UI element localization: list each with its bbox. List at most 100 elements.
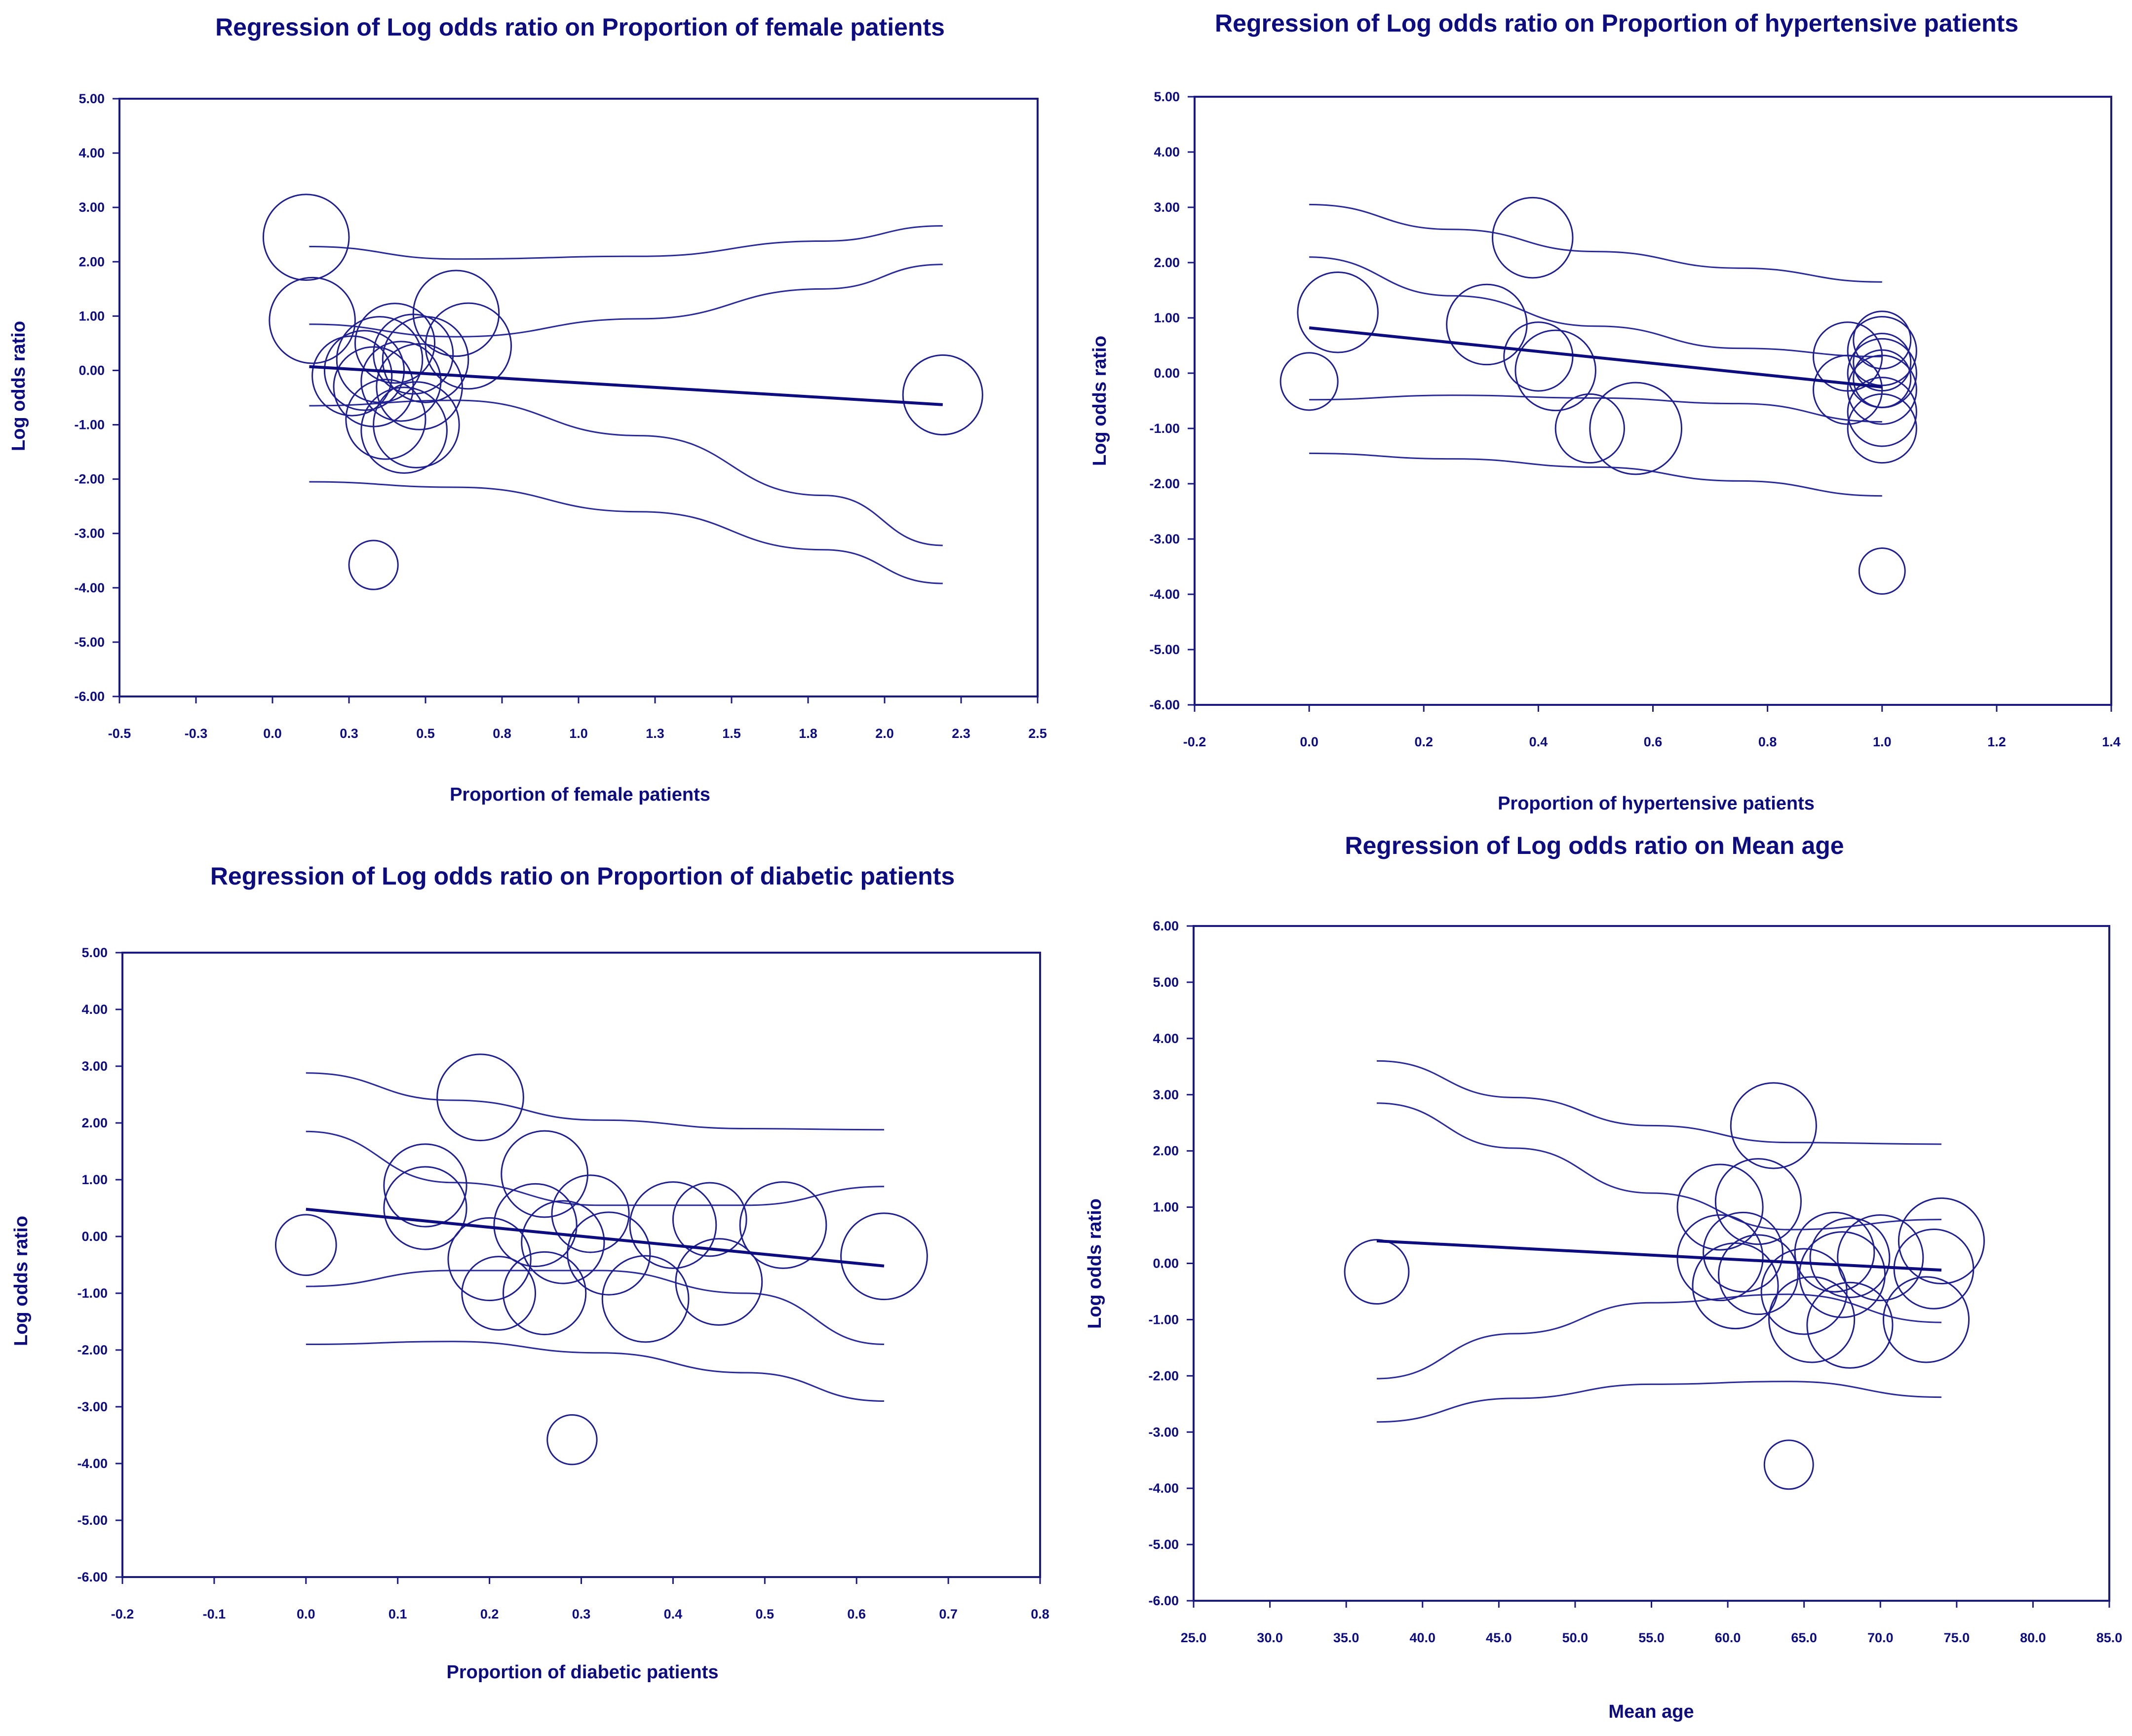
- study-bubble: [1714, 1158, 1802, 1245]
- confidence-band-3: [306, 1270, 884, 1345]
- study-bubble: [1676, 1163, 1764, 1251]
- x-tick-label: 65.0: [1791, 1630, 1817, 1645]
- y-tick-label: 1.00: [1154, 310, 1180, 325]
- study-bubble: [1297, 271, 1379, 353]
- confidence-band-2: [1309, 256, 1882, 357]
- y-tick-label: 4.00: [81, 1002, 108, 1017]
- study-bubble: [1344, 1239, 1410, 1305]
- y-tick-label: 5.00: [81, 945, 108, 960]
- y-tick-label: -5.00: [1148, 1537, 1179, 1552]
- x-tick-label: 1.8: [799, 726, 817, 741]
- study-bubble: [1882, 1276, 1970, 1363]
- study-bubble: [1847, 354, 1917, 425]
- study-bubble: [546, 1414, 598, 1466]
- y-tick-label: -3.00: [1148, 1425, 1179, 1439]
- confidence-band-1: [309, 225, 943, 260]
- study-bubble: [1847, 316, 1917, 386]
- y-tick-label: 1.00: [1153, 1200, 1179, 1215]
- y-tick-label: -3.00: [1149, 532, 1180, 546]
- study-bubble: [1847, 377, 1917, 447]
- x-tick-label: 0.0: [263, 726, 282, 741]
- y-tick-label: -4.00: [1148, 1481, 1179, 1496]
- study-bubble: [376, 343, 463, 430]
- study-bubble: [601, 1255, 690, 1343]
- y-tick-label: -1.00: [1149, 421, 1180, 436]
- x-tick-label: -0.5: [108, 726, 131, 741]
- plot-frame: [1194, 96, 2112, 706]
- panel-female: Regression of Log odds ratio on Proporti…: [8, 13, 945, 805]
- x-tick-label: 60.0: [1715, 1630, 1741, 1645]
- study-bubble: [412, 270, 500, 357]
- regression-line: [1376, 1239, 1942, 1272]
- x-tick-label: 1.4: [2102, 734, 2121, 749]
- x-tick-label: 25.0: [1181, 1630, 1207, 1645]
- y-tick-label: 4.00: [1153, 1031, 1179, 1046]
- study-bubble: [383, 1166, 467, 1250]
- study-bubble: [567, 1211, 651, 1296]
- study-bubble: [1514, 329, 1596, 412]
- regression-line: [306, 1207, 885, 1268]
- y-tick-label: -1.00: [1148, 1312, 1179, 1327]
- y-axis-label: Log odds ratio: [8, 321, 29, 451]
- x-tick-label: 0.3: [572, 1607, 591, 1621]
- study-bubble: [360, 341, 442, 422]
- x-tick-label: 1.2: [1987, 734, 2006, 749]
- study-bubble: [1853, 310, 1912, 370]
- chart-2-plot: 5.00 4.00 3.00 2.00 1.00 0.00 -1.00 -2.00 -3.00 -…: [1149, 89, 2120, 749]
- confidence-band-1: [1376, 1060, 1941, 1145]
- x-axis-label: Mean age: [1608, 1701, 1694, 1722]
- y-tick-label: -4.00: [77, 1456, 108, 1471]
- x-tick-label: 70.0: [1867, 1630, 1894, 1645]
- x-tick-label: 0.1: [388, 1607, 407, 1621]
- y-tick-label: -6.00: [74, 689, 105, 704]
- study-bubble: [354, 303, 436, 384]
- study-bubble: [348, 540, 399, 590]
- y-axis-label: Log odds ratio: [11, 1216, 32, 1346]
- chart-1-plot: 5.00 4.00 3.00 2.00 1.00 0.00 -1.00 -2.00 -3.00 -…: [74, 91, 1047, 741]
- y-tick-label: 1.00: [78, 309, 105, 323]
- study-bubble: [902, 354, 983, 436]
- regression-line: [309, 365, 943, 406]
- study-bubble: [1898, 1197, 1985, 1285]
- study-bubble: [493, 1183, 578, 1268]
- x-tick-label: 45.0: [1486, 1630, 1512, 1645]
- y-axis-label: Log odds ratio: [1085, 1198, 1105, 1329]
- x-tick-label: 0.6: [847, 1607, 866, 1621]
- study-bubble: [323, 330, 405, 411]
- chart-3-plot: 5.00 4.00 3.00 2.00 1.00 0.00 -1.00 -2.00 -3.00 -…: [77, 945, 1049, 1621]
- panel-diabetic: Regression of Log odds ratio on Proporti…: [11, 862, 955, 1683]
- study-bubble: [1589, 382, 1683, 475]
- study-bubble: [262, 193, 350, 281]
- plot-frame: [121, 952, 1041, 1578]
- y-tick-label: -2.00: [77, 1343, 108, 1357]
- y-tick-label: 2.00: [81, 1116, 108, 1130]
- x-tick-label: 0.4: [664, 1607, 683, 1621]
- y-tick-label: 4.00: [1154, 145, 1180, 159]
- x-tick-label: -0.1: [203, 1607, 226, 1621]
- x-tick-label: 0.8: [493, 726, 511, 741]
- study-bubble: [1809, 1217, 1891, 1298]
- x-tick-label: 0.5: [756, 1607, 775, 1621]
- x-tick-label: 85.0: [2096, 1630, 2123, 1645]
- chart-4-plot: 6.00 5.00 4.00 3.00 2.00 1.00 0.00 -1.00 -2.00 -3…: [1148, 919, 2122, 1645]
- x-tick-label: 80.0: [2020, 1630, 2046, 1645]
- y-tick-label: 0.00: [1153, 1256, 1179, 1271]
- study-bubble: [739, 1181, 827, 1269]
- x-tick-label: 0.8: [1758, 734, 1777, 749]
- regression-line: [1309, 326, 1883, 388]
- x-axis-label: Proportion of diabetic patients: [446, 1662, 718, 1683]
- study-bubble: [502, 1251, 587, 1336]
- y-tick-label: -1.00: [77, 1286, 108, 1301]
- y-tick-label: 4.00: [78, 146, 105, 160]
- x-tick-label: 55.0: [1638, 1630, 1665, 1645]
- y-tick-label: -5.00: [1149, 642, 1180, 657]
- study-bubble: [1279, 352, 1339, 411]
- chart-title: Regression of Log odds ratio on Proporti…: [215, 13, 945, 41]
- study-bubble: [1768, 1276, 1856, 1363]
- study-bubble: [269, 276, 356, 364]
- study-bubble: [373, 381, 460, 468]
- y-tick-label: -2.00: [1149, 476, 1180, 491]
- study-bubble: [1794, 1211, 1875, 1293]
- confidence-band-3: [1309, 394, 1882, 423]
- y-tick-label: -1.00: [74, 418, 105, 432]
